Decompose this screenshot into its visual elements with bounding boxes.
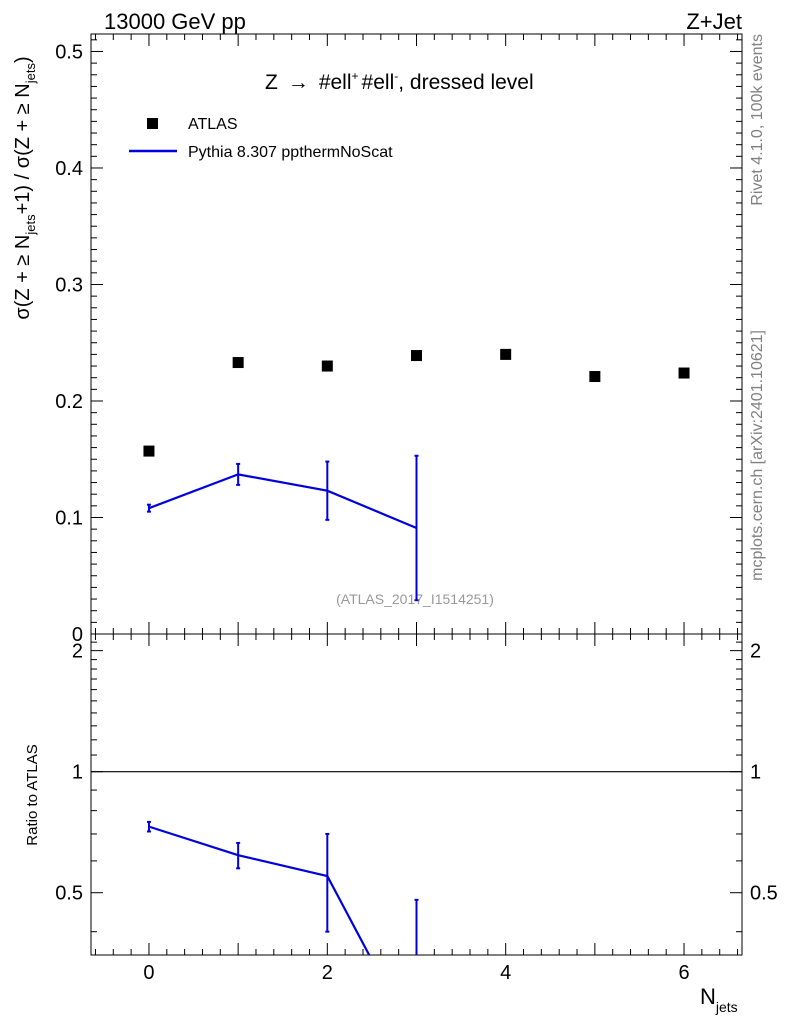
- main-y-tick-label: 0.4: [55, 158, 83, 180]
- atlas-data-point: [500, 348, 512, 360]
- ylabel-part-1: σ(Z + ≥ N: [12, 235, 34, 320]
- legend-atlas-label: ATLAS: [188, 116, 238, 133]
- main-y-tick-label: 0.3: [55, 274, 83, 296]
- legend-atlas-marker: [147, 118, 158, 129]
- title-z: Z: [265, 71, 278, 94]
- x-tick-label: 4: [500, 962, 511, 984]
- title-ell-2: #ell: [362, 71, 395, 94]
- xlabel-main: N: [700, 984, 716, 1009]
- main-y-tick-labels: 0 0.1 0.2 0.3 0.4 0.5: [55, 41, 83, 646]
- ratio-y-tick-label-right: 2: [750, 641, 761, 663]
- main-y-tick-label: 0: [72, 624, 83, 646]
- x-tick-label: 6: [678, 962, 689, 984]
- ratio-y-tick-label-right: 0.5: [750, 883, 778, 905]
- ylabel-part-3: ): [12, 56, 34, 63]
- atlas-data-point: [589, 371, 601, 383]
- ylabel-part-2: +1) / σ(Z + ≥ N: [12, 83, 34, 214]
- header-process: Z+Jet: [686, 9, 742, 34]
- ylabel-sub-1: jets: [23, 214, 38, 236]
- atlas-data-point: [143, 445, 155, 457]
- main-y-axis-label: σ(Z + ≥ Njets+1) / σ(Z + ≥ Njets): [12, 56, 38, 319]
- title-arrow: →: [288, 71, 309, 94]
- x-tick-label: 2: [322, 962, 333, 984]
- mcplots-label: mcplots.cern.ch [arXiv:2401.10621]: [749, 330, 766, 581]
- title-sup-2: -: [394, 69, 398, 83]
- x-tick-labels: 0 2 4 6: [143, 962, 689, 984]
- ratio-clip-group: [146, 820, 419, 955]
- ratio-y-tick-label: 2: [72, 641, 83, 663]
- main-axis-ticks: [91, 34, 742, 635]
- ratio-panel: 0.5 0.5 1 1 2 2 0 2 4 6 Ratio to ATLAS Njets: [24, 633, 778, 1015]
- main-y-tick-label: 0.5: [55, 41, 83, 63]
- header-energy: 13000 GeV pp: [104, 9, 246, 34]
- main-panel: 00.10.20.30.40.5 Z → #ell+ #ell-, dressed l…: [12, 33, 743, 646]
- x-tick-label: 0: [143, 962, 154, 984]
- analysis-watermark: (ATLAS_2017_I1514251): [336, 591, 494, 607]
- ylabel-sub-2: jets: [23, 63, 38, 85]
- legend-pythia-label: Pythia 8.307 ppthermNoScat: [188, 144, 393, 161]
- main-y-tick-label: 0.1: [55, 507, 83, 529]
- atlas-data-point: [321, 360, 333, 372]
- main-title: Z → #ell+ #ell-, dressed level: [265, 69, 534, 94]
- atlas-data-point: [232, 357, 244, 369]
- title-sup-1: +: [352, 69, 359, 83]
- ratio-y-axis-label: Ratio to ATLAS: [24, 744, 41, 845]
- legend: ATLAS Pythia 8.307 ppthermNoScat: [129, 116, 393, 161]
- x-axis-label: Njets: [700, 984, 738, 1015]
- ratio-series-layer: [91, 771, 742, 955]
- main-series-layer: [143, 348, 690, 602]
- xlabel-sub: jets: [715, 999, 738, 1015]
- title-rest: , dressed level: [398, 71, 533, 94]
- rivet-version-label: Rivet 4.1.0, 100k events: [749, 34, 766, 206]
- ratio-y-tick-label: 1: [72, 762, 83, 784]
- pythia-line: [148, 473, 417, 529]
- main-y-tick-label: 0.2: [55, 391, 83, 413]
- atlas-data-point: [411, 350, 422, 362]
- atlas-data-point: [678, 367, 690, 379]
- ratio-y-tick-label: 0.5: [55, 883, 83, 905]
- title-ell-1: #ell: [319, 71, 352, 94]
- ratio-y-tick-labels: 0.5 0.5 1 1 2 2: [55, 641, 778, 905]
- ratio-y-tick-label-right: 1: [750, 762, 761, 784]
- pythia-ratio-line: [148, 825, 371, 955]
